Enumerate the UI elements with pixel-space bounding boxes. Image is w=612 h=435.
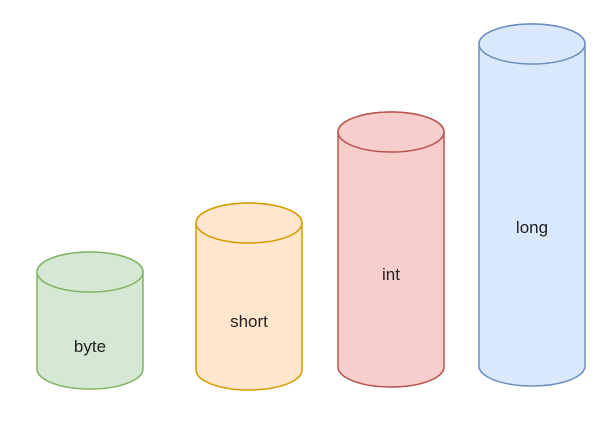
cylinder-byte: byte [36,251,144,390]
cylinder-long-label: long [516,218,548,237]
cylinder-int: int [337,111,445,388]
cylinder-long-body [478,23,586,387]
cylinder-int-body [337,111,445,388]
cylinder-short: short [195,202,303,391]
cylinder-short-label: short [230,312,268,331]
cylinder-long: long [478,23,586,387]
cylinder-int-label: int [382,265,400,284]
cylinder-byte-top [36,251,144,293]
cylinder-byte-label: byte [74,337,106,356]
cylinder-short-top [195,202,303,244]
cylinder-int-top [337,111,445,153]
cylinder-long-top [478,23,586,65]
